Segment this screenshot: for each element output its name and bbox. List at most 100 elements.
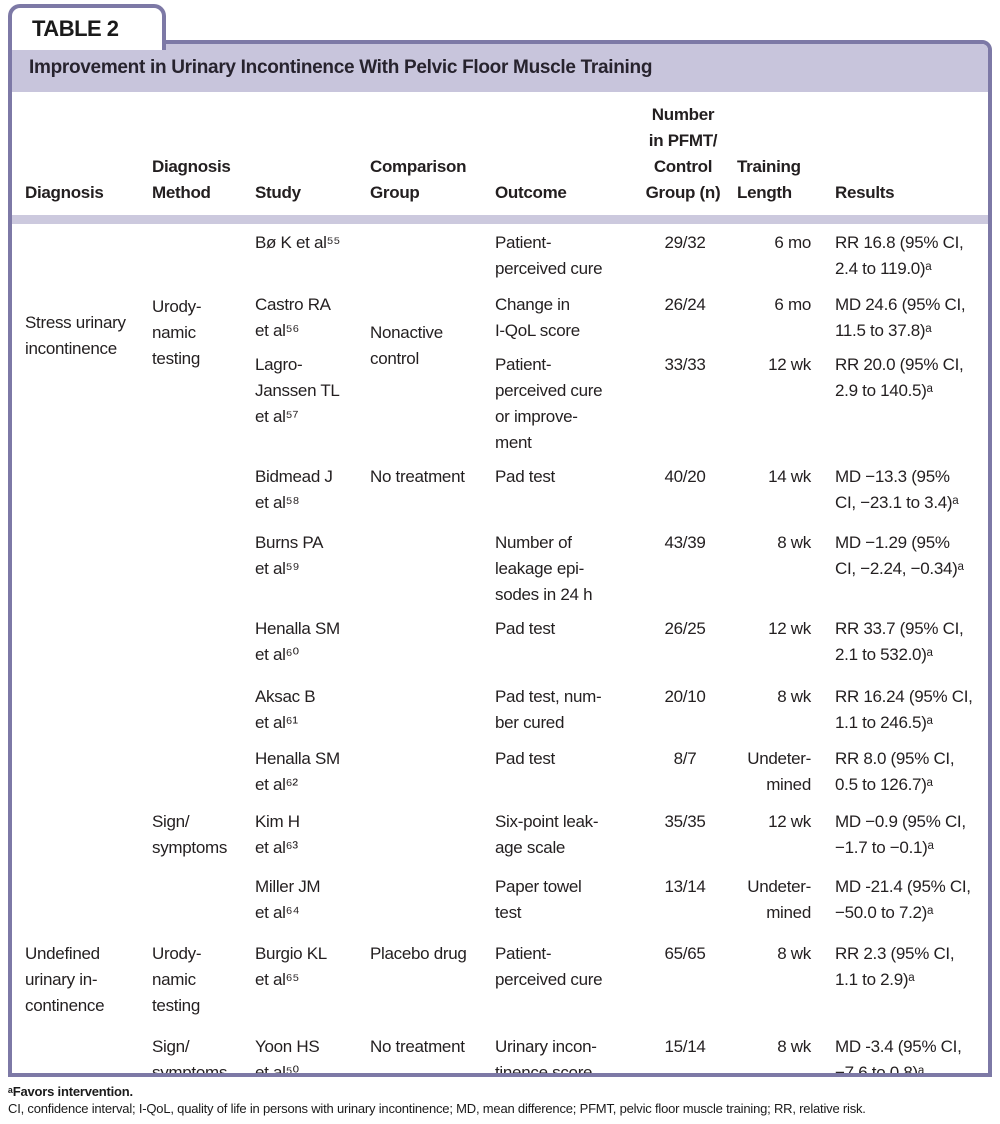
table-title: Improvement in Urinary Incontinence With… xyxy=(29,57,653,78)
cell-n: 20/10 xyxy=(664,687,706,706)
cell-diagnosis-method: Urody- namic testing xyxy=(152,297,202,368)
table-row: Lagro- Janssen TL et al⁵⁷ Patient- perce… xyxy=(12,346,988,458)
cell-study: Bø K et al⁵⁵ xyxy=(255,233,341,252)
table-box: Improvement in Urinary Incontinence With… xyxy=(8,40,992,1077)
cell-results: MD −0.9 (95% CI, −1.7 to −0.1)ᵃ xyxy=(835,812,966,857)
cell-outcome: Pad test xyxy=(495,749,555,768)
data-table: Diagnosis Diagnosis Method Study Compari… xyxy=(12,92,988,1077)
cell-diagnosis: Undefined urinary in- continence xyxy=(25,944,105,1015)
col-header-outcome: Outcome xyxy=(495,183,567,202)
table-row: Aksac B et al⁶¹ Pad test, num- ber cured… xyxy=(12,678,988,740)
cell-outcome: Patient- perceived cure or improve- ment xyxy=(495,355,603,452)
cell-training: 8 wk xyxy=(777,533,811,552)
cell-study: Burns PA et al⁵⁹ xyxy=(255,533,324,578)
cell-results: RR 2.3 (95% CI, 1.1 to 2.9)ᵃ xyxy=(835,944,955,989)
cell-training: 6 mo xyxy=(774,295,811,314)
col-header-comparison-group: Comparison Group xyxy=(370,157,467,202)
cell-n: 40/20 xyxy=(664,467,706,486)
cell-training: 12 wk xyxy=(768,355,811,374)
table-row: Sign/ symptoms Yoon HS et al⁵⁰ No treatm… xyxy=(12,1028,988,1077)
cell-results: MD 24.6 (95% CI, 11.5 to 37.8)ᵃ xyxy=(835,295,966,340)
cell-n: 26/24 xyxy=(664,295,706,314)
cell-comparison: Placebo drug xyxy=(370,944,467,963)
cell-outcome: Paper towel test xyxy=(495,877,582,922)
cell-results: MD −1.29 (95% CI, −2.24, −0.34)ᵃ xyxy=(835,533,964,578)
footnotes: ᵃFavors intervention. CI, confidence int… xyxy=(8,1083,996,1117)
table-row: Bidmead J et al⁵⁸ No treatment Pad test … xyxy=(12,458,988,524)
cell-results: RR 33.7 (95% CI, 2.1 to 532.0)ᵃ xyxy=(835,619,964,664)
cell-diagnosis-method: Sign/ symptoms xyxy=(152,1037,228,1077)
cell-study: Lagro- Janssen TL et al⁵⁷ xyxy=(255,355,340,426)
footnote-abbreviations: CI, confidence interval; I-QoL, quality … xyxy=(8,1101,866,1116)
cell-training: 12 wk xyxy=(768,812,811,831)
cell-n: 26/25 xyxy=(664,619,706,638)
cell-results: RR 8.0 (95% CI, 0.5 to 126.7)ᵃ xyxy=(835,749,955,794)
cell-outcome: Pad test xyxy=(495,467,555,486)
table-row: Henalla SM et al⁶⁰ Pad test 26/25 12 wk … xyxy=(12,610,988,678)
cell-outcome: Patient- perceived cure xyxy=(495,233,603,278)
table-title-bar: Improvement in Urinary Incontinence With… xyxy=(12,44,988,92)
table-row: Sign/ symptoms Kim H et al⁶³ Six-point l… xyxy=(12,803,988,868)
col-header-number-group: Number in PFMT/ Control Group (n) xyxy=(645,105,721,202)
cell-training: 6 mo xyxy=(774,233,811,252)
cell-n: 29/32 xyxy=(664,233,706,252)
table-row: Henalla SM et al⁶² Pad test 8/7 Undeter-… xyxy=(12,740,988,803)
col-header-diagnosis: Diagnosis xyxy=(25,183,104,202)
col-header-diagnosis-method: Diagnosis Method xyxy=(152,157,231,202)
col-header-training-length: Training Length xyxy=(737,157,801,202)
cell-n: 33/33 xyxy=(664,355,706,374)
table-row: Miller JM et al⁶⁴ Paper towel test 13/14… xyxy=(12,868,988,935)
cell-study: Aksac B et al⁶¹ xyxy=(255,687,316,732)
cell-outcome: Six-point leak- age scale xyxy=(495,812,599,857)
cell-results: RR 20.0 (95% CI, 2.9 to 140.5)ᵃ xyxy=(835,355,964,400)
cell-study: Bidmead J et al⁵⁸ xyxy=(255,467,333,512)
header-separator xyxy=(12,215,988,224)
cell-results: RR 16.24 (95% CI, 1.1 to 246.5)ᵃ xyxy=(835,687,973,732)
cell-results: MD -21.4 (95% CI, −50.0 to 7.2)ᵃ xyxy=(835,877,971,922)
cell-study: Castro RA et al⁵⁶ xyxy=(255,295,331,340)
cell-diagnosis-method: Sign/ symptoms xyxy=(152,812,228,857)
cell-n: 13/14 xyxy=(664,877,706,896)
cell-training: 8 wk xyxy=(777,687,811,706)
cell-study: Yoon HS et al⁵⁰ xyxy=(255,1037,320,1077)
cell-training: 12 wk xyxy=(768,619,811,638)
cell-n: 43/39 xyxy=(664,533,706,552)
cell-diagnosis: Stress urinary incontinence xyxy=(25,313,126,358)
cell-study: Kim H et al⁶³ xyxy=(255,812,300,857)
cell-outcome: Pad test, num- ber cured xyxy=(495,687,602,732)
cell-training: Undeter- mined xyxy=(747,749,811,794)
cell-training: 8 wk xyxy=(777,1037,811,1056)
cell-results: MD −13.3 (95% CI, −23.1 to 3.4)ᵃ xyxy=(835,467,959,512)
cell-study: Henalla SM et al⁶² xyxy=(255,749,340,794)
table-number-label: TABLE 2 xyxy=(32,16,119,41)
cell-comparison: No treatment xyxy=(370,1037,465,1056)
cell-n: 8/7 xyxy=(673,749,697,768)
cell-training: Undeter- mined xyxy=(747,877,811,922)
table-row: Stress urinary incontinence Urody- namic… xyxy=(12,224,988,368)
table-row: Undefined urinary in- continence Urody- … xyxy=(12,935,988,1028)
cell-outcome: Patient- perceived cure xyxy=(495,944,603,989)
cell-comparison: Nonactive control xyxy=(370,323,443,368)
cell-training: 14 wk xyxy=(768,467,811,486)
footnote-favors-intervention: ᵃFavors intervention. xyxy=(8,1084,133,1099)
table-number-tab: TABLE 2 xyxy=(8,4,166,50)
cell-n: 35/35 xyxy=(664,812,706,831)
table-row: Castro RA et al⁵⁶ Change in I-QoL score … xyxy=(12,286,988,346)
col-header-study: Study xyxy=(255,183,301,202)
cell-results: RR 16.8 (95% CI, 2.4 to 119.0)ᵃ xyxy=(835,233,964,278)
cell-training: 8 wk xyxy=(777,944,811,963)
cell-outcome: Urinary incon- tinence score xyxy=(495,1037,597,1077)
cell-comparison: No treatment xyxy=(370,467,465,486)
cell-study: Miller JM et al⁶⁴ xyxy=(255,877,321,922)
cell-results: MD -3.4 (95% CI, −7.6 to 0.8)ᵃ xyxy=(835,1037,962,1077)
cell-diagnosis-method: Urody- namic testing xyxy=(152,944,202,1015)
table-row: Burns PA et al⁵⁹ Number of leakage epi- … xyxy=(12,524,988,610)
cell-outcome: Number of leakage epi- sodes in 24 h xyxy=(495,533,593,604)
cell-outcome: Change in I-QoL score xyxy=(495,295,580,340)
cell-n: 15/14 xyxy=(664,1037,706,1056)
cell-n: 65/65 xyxy=(664,944,706,963)
header-row: Diagnosis Diagnosis Method Study Compari… xyxy=(12,92,988,215)
cell-outcome: Pad test xyxy=(495,619,555,638)
cell-study: Burgio KL et al⁶⁵ xyxy=(255,944,327,989)
